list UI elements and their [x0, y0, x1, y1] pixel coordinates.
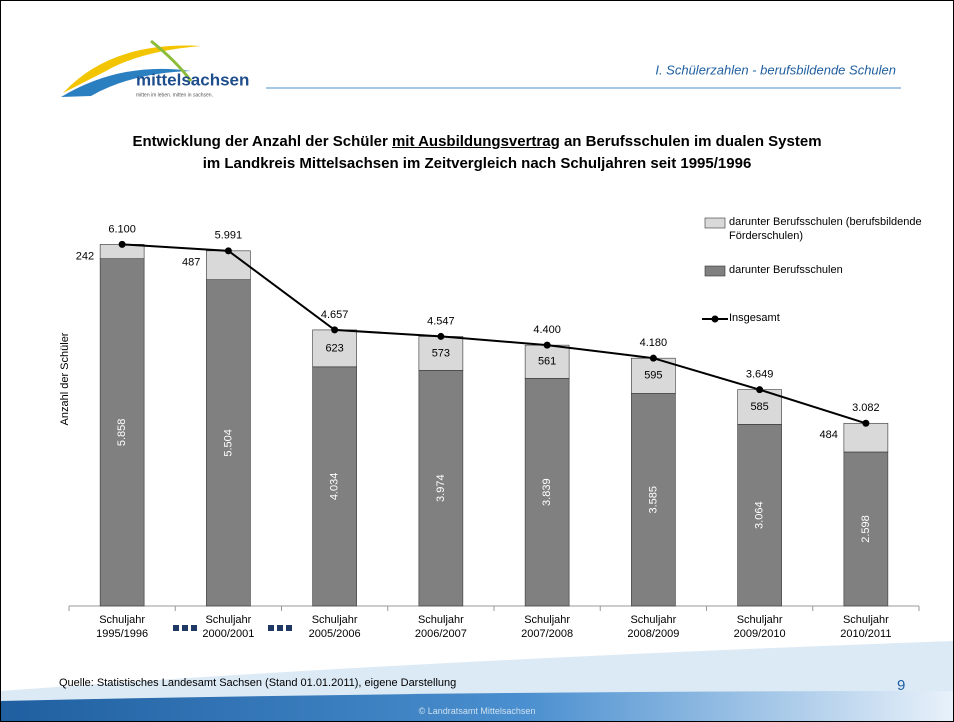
- total-label: 3.082: [852, 402, 880, 414]
- point: [224, 247, 232, 255]
- total-label: 4.400: [533, 324, 561, 336]
- page-number: 9: [897, 677, 906, 694]
- total-label: 3.649: [746, 369, 774, 381]
- point: [543, 341, 551, 349]
- legend-label: darunter Berufsschulen: [729, 264, 843, 276]
- y-axis-label: Anzahl der Schüler: [59, 332, 71, 425]
- bar-segment: [418, 370, 464, 607]
- bar-segment: [524, 378, 570, 607]
- point: [331, 326, 339, 334]
- x-tick-label: Schuljahr 2009/2010: [733, 614, 786, 640]
- bar-segment: [418, 336, 464, 371]
- bar-segment: [206, 279, 251, 607]
- total-label: 5.991: [215, 230, 243, 242]
- x-tick-label: Schuljahr 2000/2001: [202, 614, 255, 640]
- x-tick-label: Schuljahr 2005/2006: [308, 614, 361, 640]
- bar-segment: [843, 422, 889, 453]
- x-tick-label: Schuljahr 2007/2008: [521, 614, 574, 640]
- source: Quelle: Statistisches Landesamt Sachsen …: [59, 677, 457, 689]
- point: [649, 354, 657, 362]
- bar-label: 484: [820, 429, 838, 441]
- legend-swatch: [704, 265, 726, 277]
- total-label: 6.100: [108, 223, 136, 235]
- bar-label: 242: [76, 250, 94, 262]
- point: [756, 386, 764, 394]
- bar-label: 4.034: [329, 473, 341, 501]
- logo-tagline: mitten im leben. mitten in sachsen.: [136, 92, 213, 98]
- ellipsis: [173, 625, 292, 631]
- total-label: 4.180: [640, 337, 668, 349]
- title-part: Entwicklung der Anzahl der Schüler: [132, 133, 388, 150]
- section-title: I. Schülerzahlen - berufsbildende Schule…: [655, 62, 896, 77]
- bar-segment: [524, 344, 570, 379]
- x-tick-label: Schuljahr 2006/2007: [414, 614, 467, 640]
- logo-text: mittelsachsen: [136, 70, 249, 89]
- bar-segment: [631, 357, 676, 394]
- bar-label: 595: [644, 370, 662, 382]
- bar-label: 5.858: [116, 419, 128, 447]
- bar-label: 3.585: [647, 486, 659, 514]
- title-part: an Berufsschulen im dualen System: [563, 133, 822, 150]
- bar-segment: [312, 366, 357, 607]
- bar-label: 5.504: [222, 429, 234, 457]
- x-tick-label: Schuljahr 2010/2011: [840, 614, 892, 640]
- point: [862, 419, 870, 427]
- point: [118, 240, 126, 248]
- legend-label: darunter Berufsschulen (berufsbildende F…: [729, 216, 922, 242]
- bar-label: 561: [538, 356, 556, 368]
- legend-swatch: [704, 217, 726, 229]
- title-part: mit Ausbildungsvertrag: [391, 133, 560, 150]
- bar-segment: [99, 258, 145, 607]
- legend-point: [711, 315, 719, 323]
- point: [437, 332, 445, 340]
- bar-segment: [631, 393, 676, 607]
- bar-label: 3.839: [541, 478, 553, 506]
- x-tick-label: Schuljahr 1995/1996: [96, 614, 149, 640]
- total-label: 4.547: [427, 315, 455, 327]
- x-tick-label: Schuljahr 2008/2009: [627, 614, 680, 640]
- bar-label: 3.974: [435, 474, 447, 502]
- bar-label: 585: [750, 401, 768, 413]
- bar-label: 2.598: [860, 515, 872, 543]
- logo-swoosh: [61, 68, 191, 97]
- copyright: © Landratsamt Mittelsachsen: [418, 706, 536, 716]
- chart-title: Entwicklung der Anzahl der Schüler mit A…: [41, 131, 913, 175]
- logo-swoosh: [150, 39, 193, 82]
- bar-label: 623: [325, 342, 343, 354]
- bar-label: 487: [182, 257, 200, 269]
- legend-label: Insgesamt: [729, 312, 780, 324]
- bar-segment: [312, 329, 357, 368]
- bar-label: 573: [432, 347, 450, 359]
- bar-segment: [737, 424, 782, 607]
- bar-label: 3.064: [754, 501, 766, 529]
- logo-swoosh: [63, 45, 201, 93]
- bar-segment: [206, 250, 251, 280]
- footer-band: [1, 691, 953, 721]
- line: [122, 243, 867, 425]
- title-part: im Landkreis Mittelsachsen im Zeitvergle…: [202, 155, 752, 172]
- total-label: 4.657: [321, 309, 349, 321]
- bar-segment: [737, 389, 782, 425]
